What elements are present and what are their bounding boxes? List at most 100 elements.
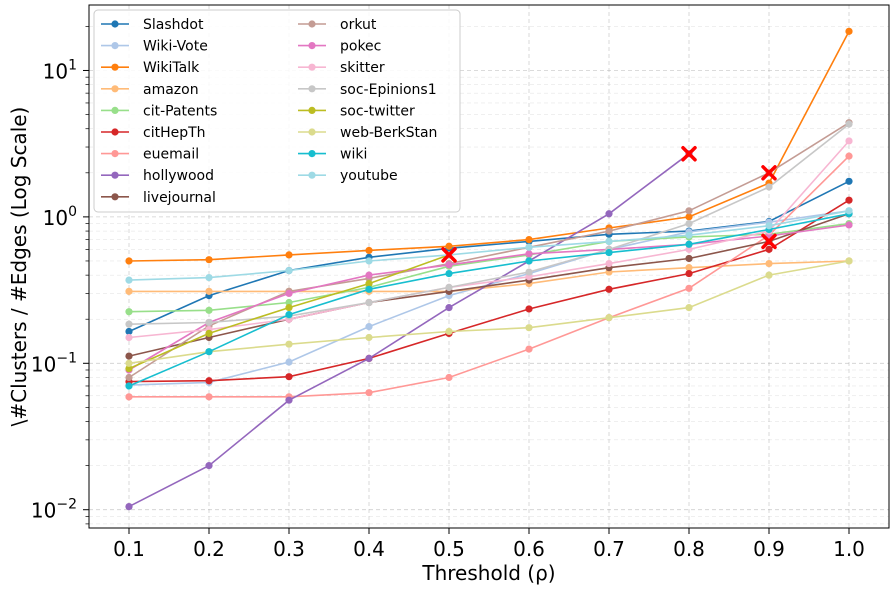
legend-label: wiki xyxy=(340,147,367,163)
legend-item-WikiTalk: WikiTalk xyxy=(101,60,200,76)
data-point xyxy=(605,227,613,235)
data-point xyxy=(845,207,853,215)
x-tick-label: 0.9 xyxy=(753,537,785,561)
legend-item-livejournal: livejournal xyxy=(101,190,216,206)
data-point xyxy=(685,207,693,215)
data-point xyxy=(125,373,133,382)
legend-label: WikiTalk xyxy=(143,60,200,76)
data-point xyxy=(125,359,133,367)
data-point xyxy=(845,221,853,229)
legend-label: pokec xyxy=(340,39,381,55)
legend-marker xyxy=(308,171,316,179)
data-point xyxy=(125,287,133,295)
legend-item-web-BerkStan: web-BerkStan xyxy=(298,125,437,141)
series-line xyxy=(128,140,850,339)
legend-marker xyxy=(308,128,316,136)
legend-marker xyxy=(111,150,119,158)
legend-item-pokec: pokec xyxy=(298,39,381,55)
data-point xyxy=(605,314,613,322)
data-point xyxy=(285,298,293,307)
data-point xyxy=(525,250,533,258)
data-point xyxy=(765,222,773,230)
data-point xyxy=(685,231,693,239)
data-point xyxy=(365,298,373,307)
termination-x-marker xyxy=(441,247,457,263)
data-point xyxy=(445,242,453,250)
y-tick-label: 10−2 xyxy=(31,497,77,523)
x-axis-title: Threshold (ρ) xyxy=(421,561,555,585)
data-point xyxy=(205,306,213,314)
legend-label: soc-twitter xyxy=(340,103,415,119)
series-soc-Epinions1 xyxy=(125,120,853,328)
x-tick-label: 1.0 xyxy=(833,537,865,561)
y-tick-exponent: 1 xyxy=(68,57,77,73)
y-tick-base: 10 xyxy=(43,206,68,230)
legend-marker xyxy=(308,85,316,93)
legend-marker xyxy=(308,42,316,50)
x-marker-stroke xyxy=(761,165,777,181)
legend-item-Wiki-Vote: Wiki-Vote xyxy=(101,39,208,55)
series-line xyxy=(128,213,850,387)
legend-marker xyxy=(308,150,316,158)
data-point xyxy=(365,257,373,265)
data-point xyxy=(445,283,453,291)
series-line xyxy=(128,153,690,508)
data-point xyxy=(205,318,213,327)
legend-marker xyxy=(111,106,119,114)
data-point xyxy=(445,304,453,312)
data-point xyxy=(285,266,293,275)
data-point xyxy=(205,377,213,385)
series-line xyxy=(128,123,850,325)
data-point xyxy=(205,348,213,356)
y-tick-base: 10 xyxy=(31,499,56,523)
data-point xyxy=(365,354,373,363)
x-tick-label: 0.4 xyxy=(353,537,385,561)
series-line xyxy=(128,260,850,365)
data-point xyxy=(205,256,213,264)
data-point xyxy=(205,273,213,282)
data-point xyxy=(845,137,853,145)
legend-item-wiki: wiki xyxy=(298,147,367,163)
series-line xyxy=(129,260,850,293)
x-marker-stroke xyxy=(441,247,457,263)
legend-item-Slashdot: Slashdot xyxy=(101,17,204,33)
x-tick-label: 0.2 xyxy=(193,537,225,561)
termination-x-marker xyxy=(761,165,777,181)
y-axis-title: \#Clusters / #Edges (Log Scale) xyxy=(7,107,31,427)
data-point xyxy=(445,261,453,269)
data-point xyxy=(285,251,293,259)
data-point xyxy=(285,340,293,348)
legend-label: Wiki-Vote xyxy=(143,39,208,55)
legend-marker xyxy=(111,171,119,179)
legend-marker xyxy=(111,63,119,71)
legend-marker xyxy=(111,42,119,50)
legend-label: hollywood xyxy=(143,168,214,184)
x-marker-stroke xyxy=(761,233,777,250)
y-tick-base: 10 xyxy=(43,59,68,83)
legend-marker xyxy=(111,128,119,136)
data-point xyxy=(685,240,693,248)
data-point xyxy=(285,358,293,366)
legend-box xyxy=(93,9,461,213)
legend-item-cit-Patents: cit-Patents xyxy=(101,103,217,119)
legend-label: amazon xyxy=(143,82,199,98)
data-point xyxy=(285,289,293,298)
legend-label: citHepTh xyxy=(143,125,206,141)
legend-marker xyxy=(111,20,119,28)
data-point xyxy=(125,503,133,511)
data-point xyxy=(605,285,613,293)
y-tick-exponent: −1 xyxy=(56,350,77,366)
legend-item-soc-twitter: soc-twitter xyxy=(298,103,415,119)
data-point xyxy=(125,393,133,401)
series-amazon xyxy=(125,257,853,295)
series-line xyxy=(128,213,850,357)
data-point xyxy=(125,382,133,390)
legend-label: soc-Epinions1 xyxy=(340,82,437,98)
data-point xyxy=(525,243,533,251)
data-point xyxy=(765,271,773,279)
data-point xyxy=(525,345,533,353)
data-point xyxy=(525,268,533,276)
y-tick-label: 101 xyxy=(43,57,77,83)
legend-item-skitter: skitter xyxy=(298,60,385,76)
data-point xyxy=(365,333,373,342)
